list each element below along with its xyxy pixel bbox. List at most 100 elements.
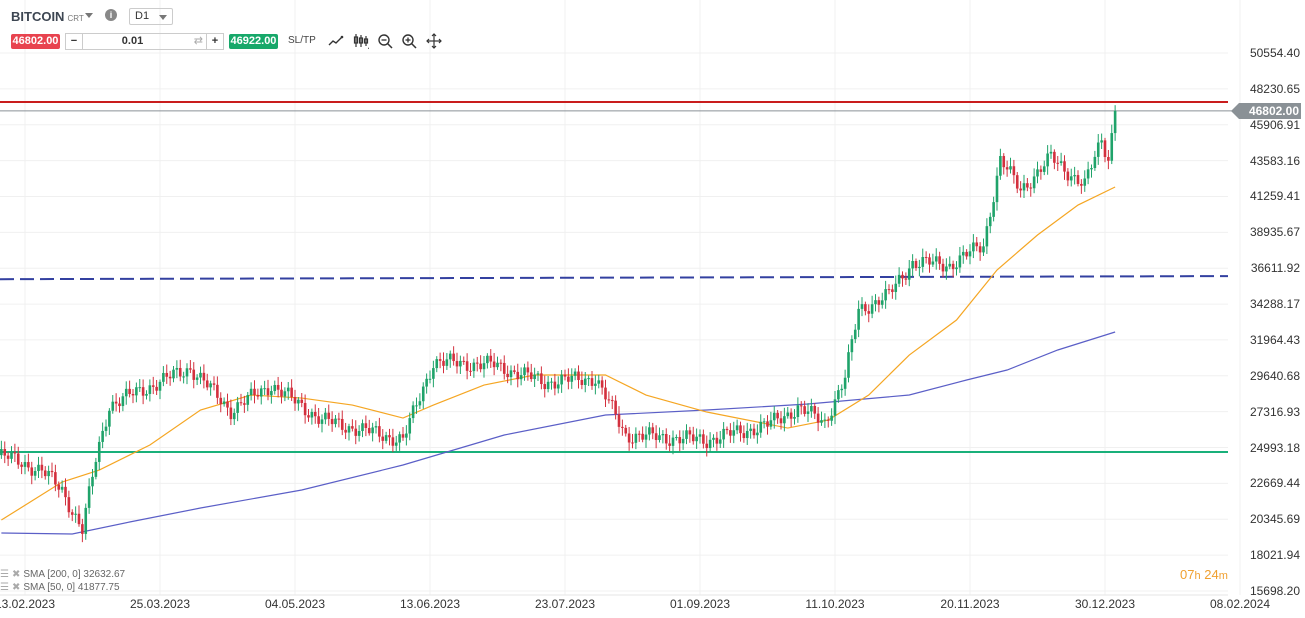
decrease-button[interactable]: − [66,34,83,49]
date-tick-label: 04.05.2023 [264,597,326,611]
dashed-level-line [0,275,1229,281]
candle-up [101,430,104,442]
candle-down [1063,161,1066,172]
candle-down [165,372,169,377]
candle-up [175,367,179,370]
candle-up [1022,183,1026,191]
candle-up [421,386,425,402]
date-tick-label: 01.09.2023 [669,597,731,611]
candle-down [752,428,756,436]
price-tick-label: 31964.43 [1249,332,1300,347]
candle-down [590,378,594,386]
candle-up [1093,156,1097,169]
candle-up [87,486,91,508]
candle-up [992,202,995,217]
price-tick-label: 36611.92 [1250,261,1300,276]
symbol-selector[interactable]: BITCOIN CRT [11,9,84,24]
candle-down [205,380,209,388]
candle-up [556,384,560,389]
chevron-down-icon [159,15,167,20]
candle-down [226,401,229,408]
candle-up [259,388,263,397]
candle-down [941,263,945,272]
candle-down [1080,183,1083,186]
candle-down [567,376,570,382]
candle-up [432,368,435,379]
sltp-button[interactable]: SL/TP [288,35,316,46]
move-icon[interactable] [426,33,442,49]
candle-down [1012,166,1016,176]
close-icon[interactable]: ✖ [11,582,21,593]
candle-up [0,449,3,456]
timeframe-select[interactable]: D1 [129,8,173,25]
candle-up [762,421,766,423]
candle-up [999,156,1002,176]
candle-up [594,383,597,386]
candle-up [931,261,935,265]
candle-up [570,375,574,382]
candle-up [843,377,847,389]
candle-down [6,455,10,459]
candle-down [624,427,628,434]
candle-down [607,399,611,401]
swap-icon[interactable]: ⇄ [193,35,203,47]
zoom-out-icon[interactable] [377,33,393,49]
candle-down [816,413,820,423]
candle-up [236,402,239,413]
candle-up [732,430,736,436]
candle-up [745,430,749,439]
sell-button[interactable]: 46802.00 [11,34,60,49]
candle-up [1009,166,1012,170]
candle-up [47,470,50,477]
buy-button[interactable]: 46922.00 [229,34,278,49]
candle-down [914,260,918,269]
candle-down [965,251,968,257]
candle-down [317,416,320,424]
candle-down [651,427,655,434]
candle-up [23,462,27,467]
candle-up [712,437,715,440]
candle-up [94,461,98,477]
candle-up [415,405,418,407]
candle-down [330,418,334,425]
price-tick-label: 50554.40 [1249,46,1300,60]
candle-down [216,384,219,398]
candle-down [344,429,347,433]
candle-down [43,470,47,477]
candle-down [340,418,344,430]
candle-up [961,251,965,256]
date-tick-label: 13.06.2023 [399,597,461,611]
candle-down [891,289,894,292]
zoom-in-icon[interactable] [401,33,417,49]
candle-up [850,339,854,353]
candle-down [381,436,385,441]
candle-down [455,361,459,367]
candle-up [104,426,108,431]
candle-up [833,399,837,416]
candle-down [293,396,297,404]
candlestick-icon[interactable] [353,33,369,49]
settings-icon[interactable]: ☰ [0,582,9,593]
price-tick-label: 27316.93 [1249,404,1300,419]
increase-button[interactable]: + [206,34,223,49]
line-chart-icon[interactable] [328,33,344,49]
candle-down [631,442,634,444]
candle-up [769,420,773,427]
candle-up [509,370,513,378]
candle-up [644,434,648,440]
close-icon[interactable]: ✖ [11,569,21,580]
candle-up [634,433,638,443]
candle-up [718,439,722,444]
candle-up [286,387,290,392]
settings-icon[interactable]: ☰ [0,569,9,580]
candle-down [516,371,520,380]
quantity-input[interactable]: 0.01 [121,35,144,47]
candle-up [111,401,115,411]
chevron-down-icon[interactable] [85,13,93,18]
info-icon[interactable]: i [105,9,117,21]
chart-toolbar: BITCOIN CRT i D1 46802.00 − 0.01 ⇄ + 4692… [0,0,460,55]
candle-down [1015,175,1019,189]
candle-down [290,387,293,397]
candle-down [475,362,479,364]
